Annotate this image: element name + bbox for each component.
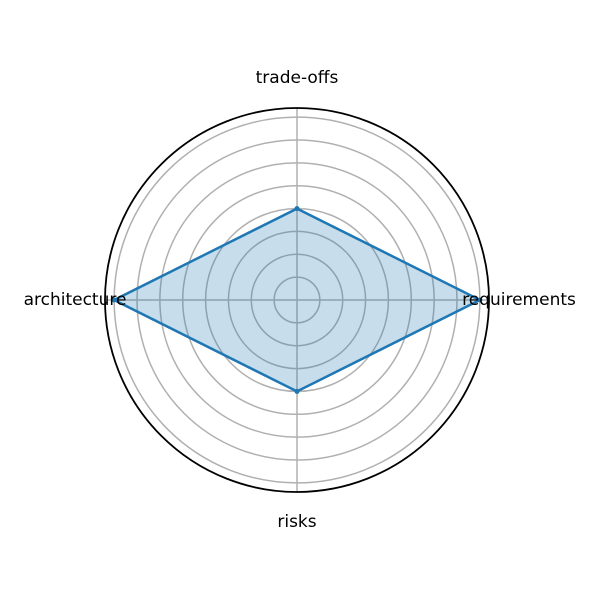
data-point-requirements	[477, 297, 483, 303]
series-area	[114, 208, 480, 392]
axis-label-risks: risks	[277, 512, 316, 532]
data-point-risks	[294, 388, 300, 394]
series-layer	[111, 206, 483, 394]
polar-frame	[104, 107, 490, 493]
frame-layer	[104, 107, 490, 493]
axis-label-requirements: requirements	[462, 290, 576, 310]
axis-label-architecture: architecture	[24, 290, 127, 310]
data-point-trade-offs	[294, 206, 300, 212]
label-layer: requirements trade-offs architecture risks	[24, 68, 576, 532]
data-point-architecture	[111, 297, 117, 303]
axis-label-trade-offs: trade-offs	[256, 68, 339, 88]
